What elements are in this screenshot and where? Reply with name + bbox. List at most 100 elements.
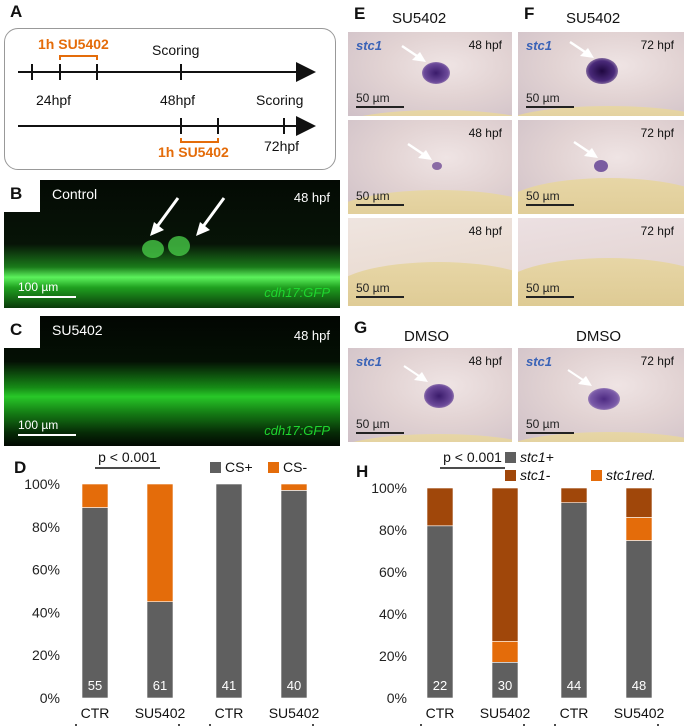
panel-label-c: C <box>10 320 23 339</box>
condition-label: Control <box>52 186 98 202</box>
time-24hpf: 24hpf <box>36 92 72 108</box>
ish-tile-f1: stc1 72 hpf 50 µm <box>518 32 684 116</box>
x-tick-label: SU5402 <box>269 705 320 721</box>
scale-bar: 50 µm <box>356 417 404 434</box>
bar-segment <box>560 487 588 503</box>
stage-label: 48 hpf <box>468 354 502 368</box>
legend-swatch <box>505 452 516 463</box>
scale-bar: 50 µm <box>356 281 404 298</box>
stage-label: 48 hpf <box>468 224 502 238</box>
drug-label-1: 1h SU5402 <box>38 36 109 52</box>
gene-label: stc1 <box>356 354 383 369</box>
panel-label-f: F <box>524 4 535 23</box>
scale-bar: 50 µm <box>526 189 574 206</box>
x-tick-label: CTR <box>426 705 455 721</box>
drug-label-2: 1h SU5402 <box>158 144 229 160</box>
arrow-icon <box>567 369 592 386</box>
y-tick-label: 80% <box>379 522 407 538</box>
n-label: 40 <box>287 678 301 693</box>
n-label: 61 <box>153 678 167 693</box>
y-tick-label: 100% <box>24 476 60 492</box>
n-label: 22 <box>433 678 447 693</box>
panel-g-title-left: DMSO <box>404 328 449 345</box>
marker-label: cdh17:GFP <box>264 285 330 300</box>
scale-bar: 50 µm <box>526 417 574 434</box>
y-tick-label: 0% <box>387 690 407 706</box>
ish-tile-f3: 72 hpf 50 µm <box>518 218 684 306</box>
y-tick-label: 80% <box>32 519 60 535</box>
bar-segment <box>491 487 519 642</box>
gene-label: stc1 <box>526 38 553 53</box>
arrow-icon <box>573 140 598 158</box>
expression-spot <box>424 384 454 408</box>
y-tick-label: 40% <box>379 606 407 622</box>
arrow-icon <box>401 44 426 62</box>
arrow-icon <box>407 142 432 160</box>
y-tick-label: 100% <box>371 480 407 496</box>
stage-label: 48 hpf <box>468 38 502 52</box>
bar-segment <box>81 507 109 699</box>
bar-segment <box>146 483 174 602</box>
bar-segment <box>625 540 653 699</box>
significance-label: p < 0.001 <box>443 450 502 465</box>
n-label: 41 <box>222 678 236 693</box>
expression-spot <box>586 58 618 84</box>
legend-label: stc1+ <box>520 450 554 465</box>
x-tick-label: CTR <box>560 705 589 721</box>
bar-segment <box>81 483 109 508</box>
stage-label: 72 hpf <box>640 354 674 368</box>
bar-segment <box>146 601 174 699</box>
panel-label-b: B <box>10 184 23 203</box>
stage-label: 48 hpf <box>468 126 502 140</box>
panel-f-title: SU5402 <box>566 10 621 27</box>
bar-segment <box>215 483 243 699</box>
micrograph-control-gfp: B Control 48 hpf 100 µm cdh17:GFP <box>4 180 340 308</box>
bar-segment <box>280 483 308 491</box>
legend-swatch <box>210 462 221 473</box>
gene-label: stc1 <box>526 354 553 369</box>
x-tick-label: CTR <box>81 705 110 721</box>
bar-segment <box>280 490 308 699</box>
legend-label: CS- <box>283 459 307 475</box>
stage-label: 48 hpf <box>293 190 330 205</box>
n-label: 48 <box>632 678 646 693</box>
arrow-icon <box>150 197 226 236</box>
legend-swatch <box>505 470 516 481</box>
x-tick-label: SU5402 <box>614 705 665 721</box>
panel-label-a: A <box>10 2 23 21</box>
panel-label-e: E <box>354 4 366 23</box>
x-tick-label: SU5402 <box>135 705 186 721</box>
stage-label: 72 hpf <box>640 126 674 140</box>
panel-label-g: G <box>354 318 368 337</box>
n-label: 55 <box>88 678 102 693</box>
ish-tile-e2: 48 hpf 50 µm <box>348 120 512 214</box>
n-label: 30 <box>498 678 512 693</box>
bar-segment <box>625 517 653 541</box>
marker-label: cdh17:GFP <box>264 423 330 438</box>
legend-label: CS+ <box>225 459 253 475</box>
scale-bar: 100 µm <box>18 280 76 298</box>
timeline-svg <box>18 55 316 143</box>
significance-label: p < 0.001 <box>98 450 157 465</box>
bar-segment <box>491 641 519 663</box>
arrow-icon <box>569 40 594 58</box>
micrograph-su5402-gfp: C SU5402 48 hpf 100 µm cdh17:GFP <box>4 316 340 446</box>
ish-tile-g1: stc1 48 hpf 50 µm <box>348 348 512 442</box>
n-label: 44 <box>567 678 581 693</box>
scale-bar: 50 µm <box>356 189 404 206</box>
y-tick-label: 60% <box>379 564 407 580</box>
bar-segment <box>426 525 454 699</box>
legend-swatch <box>591 470 602 481</box>
drug-bracket-1 <box>59 55 98 60</box>
legend-label: stc1- <box>520 467 551 483</box>
y-tick-label: 0% <box>40 690 60 706</box>
chart-h: 0% 20% 40% 60% 80% 100% 22 CTR 30 SU5402 44 CTR 48 SU… <box>371 450 665 726</box>
scale-bar: 100 µm <box>18 418 76 436</box>
panel-g-title-right: DMSO <box>576 328 621 345</box>
gfp-cell-cluster <box>142 240 164 258</box>
legend-swatch <box>268 462 279 473</box>
ish-tile-e1: stc1 48 hpf 50 µm <box>348 32 512 116</box>
expression-spot <box>432 162 442 170</box>
gene-label: stc1 <box>356 38 383 53</box>
y-tick-label: 60% <box>32 562 60 578</box>
